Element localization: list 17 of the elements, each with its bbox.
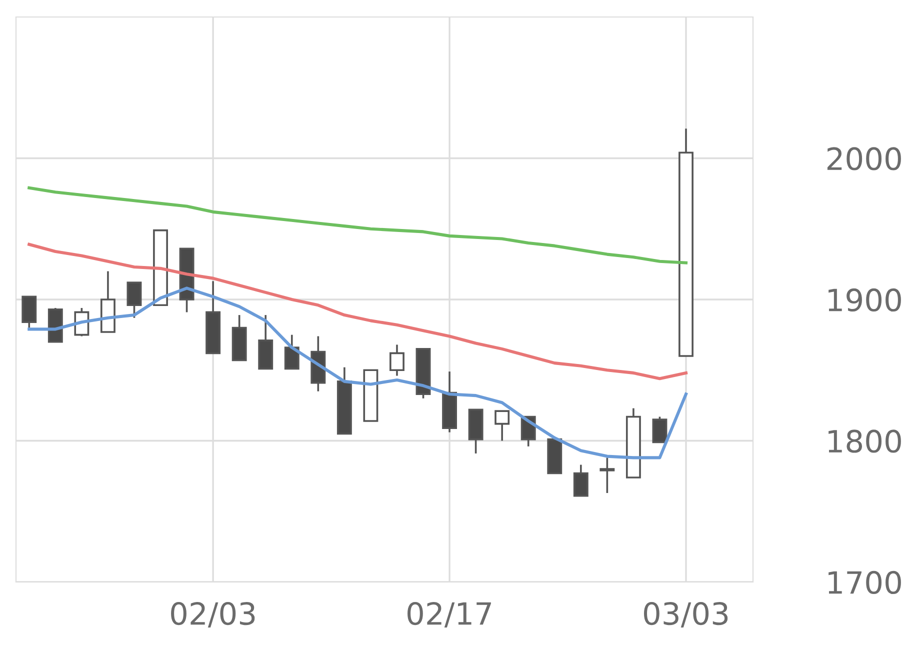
line-series — [28, 186, 688, 264]
line-series — [28, 242, 688, 380]
line-series — [28, 286, 688, 460]
y-tick-label: 1900 — [828, 288, 901, 312]
candlestick — [284, 334, 300, 370]
candlestick — [126, 282, 142, 319]
x-tick-label: 03/03 — [644, 602, 728, 628]
candlestick — [573, 464, 588, 497]
candlestick — [390, 344, 404, 377]
x-tick-label: 02/03 — [171, 602, 255, 628]
candlestick — [652, 416, 668, 444]
y-tick-label: 2000 — [827, 147, 901, 170]
candlestick — [600, 456, 615, 494]
x-tick-label: 02/17 — [408, 602, 491, 628]
y-tick-label: 1700 — [828, 570, 901, 594]
candlestick — [494, 410, 510, 442]
y-tick-label: 1800 — [828, 430, 901, 453]
